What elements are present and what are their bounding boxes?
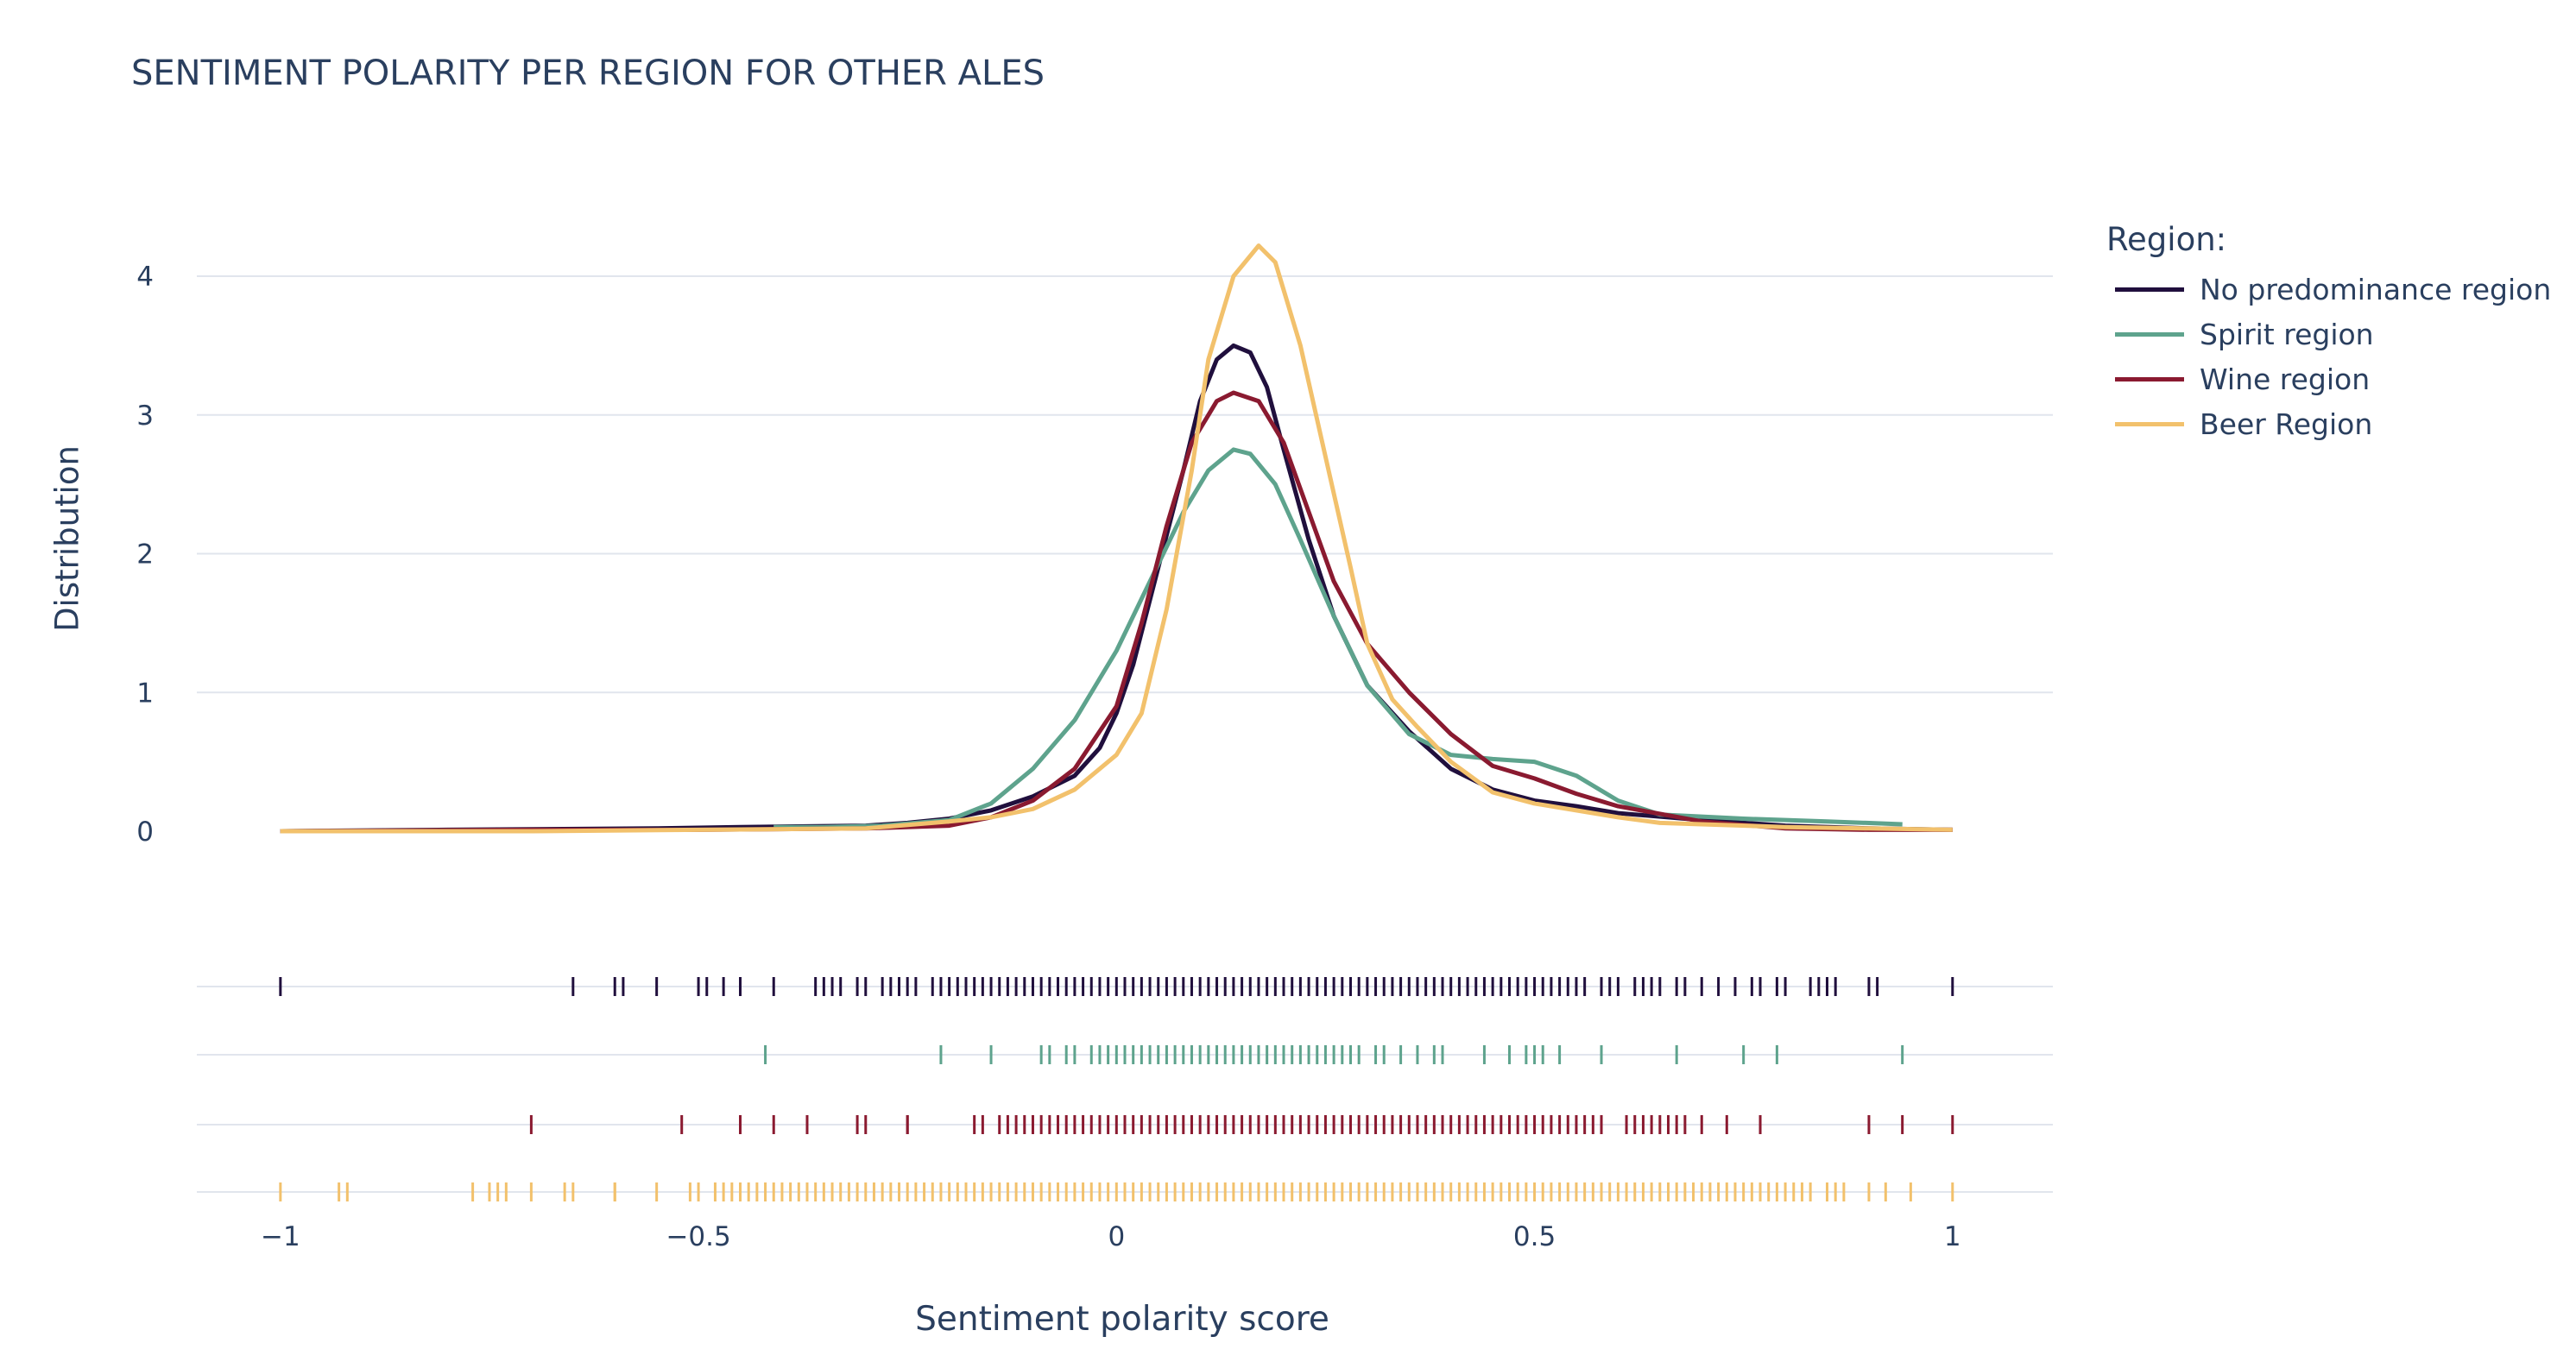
legend-swatch [2115,376,2184,381]
legend-label: Spirit region [2200,317,2374,351]
legend-item[interactable]: Wine region [2106,356,2551,401]
x-tick-label: −0.5 [666,1221,730,1252]
chart-title: SENTIMENT POLARITY PER REGION FOR OTHER … [131,54,1045,93]
density-line-no-predominance-region [280,343,1953,834]
legend-item[interactable]: No predominance region [2106,267,2551,312]
x-tick-label: 0 [1108,1221,1125,1252]
x-axis-title: Sentiment polarity score [915,1300,1329,1339]
y-tick-label: 1 [136,678,154,709]
legend-swatch [2115,331,2184,337]
legend-item[interactable]: Spirit region [2106,312,2551,356]
legend-swatch [2115,287,2184,292]
legend-label: No predominance region [2200,272,2552,306]
y-tick-label: 3 [136,400,154,432]
density-line-wine-region [280,390,1953,834]
density-line-beer-region [280,243,1953,834]
legend-label: Beer Region [2200,407,2373,441]
legend-label: Wine region [2200,362,2371,396]
legend-swatch [2115,421,2184,426]
x-tick-label: −1 [261,1221,300,1252]
legend-item[interactable]: Beer Region [2106,401,2551,446]
y-tick-label: 0 [136,817,154,848]
y-tick-label: 2 [136,539,154,571]
x-tick-label: 0.5 [1513,1221,1556,1252]
x-tick-label: 1 [1944,1221,1961,1252]
legend-title: Region: [2106,221,2227,258]
y-tick-label: 4 [136,262,154,293]
density-line-spirit-region [773,447,1903,829]
legend: Region: No predominance region Spirit reg… [2106,221,2551,446]
